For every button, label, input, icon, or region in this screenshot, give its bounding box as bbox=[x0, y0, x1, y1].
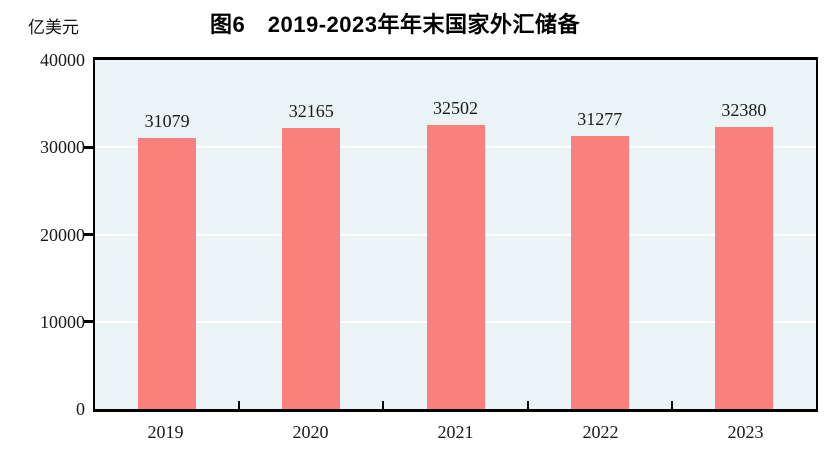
bar bbox=[282, 128, 341, 409]
y-axis: 0 10000 20000 30000 40000 bbox=[0, 50, 85, 419]
x-axis-tick bbox=[526, 401, 529, 409]
x-axis: 2019 2020 2021 2022 2023 bbox=[93, 412, 818, 456]
bar-value-label: 32380 bbox=[721, 99, 767, 120]
plot-area: 31079 32165 32502 31277 32380 bbox=[84, 57, 818, 412]
x-axis-tick-label: 2023 bbox=[727, 422, 764, 442]
bar bbox=[570, 136, 629, 409]
y-axis-tick-label: 30000 bbox=[40, 137, 85, 158]
y-axis-tick-label: 0 bbox=[76, 399, 85, 419]
y-axis-tick-label: 40000 bbox=[40, 50, 85, 70]
y-axis-tick bbox=[84, 233, 93, 236]
x-axis-tick-label: 2020 bbox=[292, 422, 329, 442]
x-axis-tick-label: 2019 bbox=[147, 422, 184, 442]
x-axis-tick bbox=[382, 401, 385, 409]
bar-value-label: 32165 bbox=[288, 101, 334, 122]
x-axis-tick-label: 2022 bbox=[582, 422, 619, 442]
y-axis-tick bbox=[84, 320, 93, 324]
bar bbox=[426, 125, 485, 409]
bar-value-label: 31277 bbox=[577, 109, 623, 130]
x-axis-tick bbox=[670, 401, 673, 409]
y-axis-tick bbox=[84, 145, 93, 149]
x-axis-tick bbox=[238, 401, 241, 409]
chart-title: 图6 2019-2023年年末国家外汇储备 bbox=[210, 12, 580, 37]
bar bbox=[138, 137, 197, 409]
y-axis-unit-label: 亿美元 bbox=[28, 18, 79, 37]
bar-value-label: 31079 bbox=[144, 110, 190, 131]
x-axis-tick-label: 2021 bbox=[437, 422, 474, 442]
bar-value-label: 32502 bbox=[433, 98, 478, 119]
y-axis-tick-label: 10000 bbox=[40, 311, 85, 332]
bar bbox=[714, 126, 773, 409]
y-axis-tick-label: 20000 bbox=[40, 224, 85, 245]
